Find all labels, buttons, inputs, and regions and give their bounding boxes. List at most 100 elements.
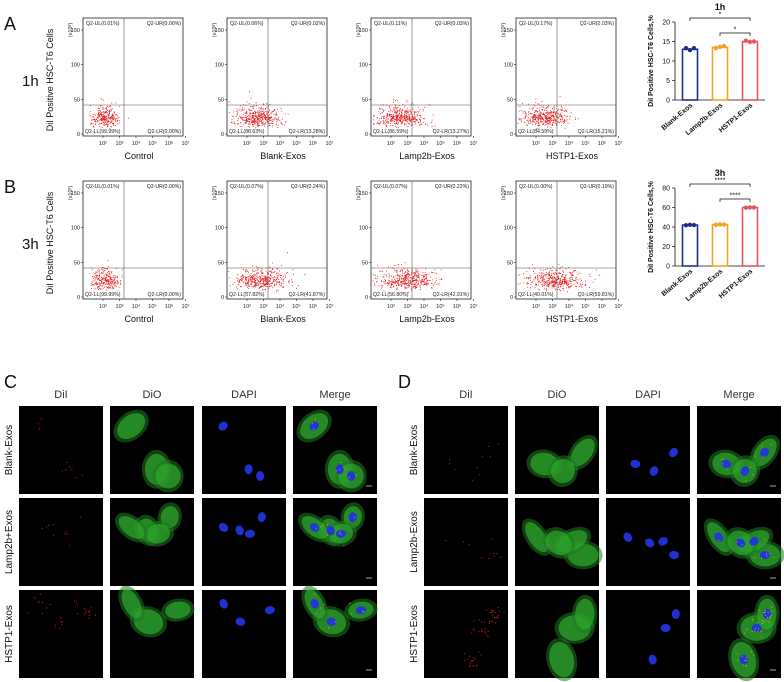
cell-shape [525, 522, 549, 553]
sample-name: HSTP1-Exos [546, 314, 599, 324]
bar [741, 206, 759, 267]
x-tick-label: 10⁴ [420, 140, 429, 147]
cell-shape [570, 438, 595, 467]
significance-label: **** [715, 178, 726, 185]
flow-plot: 150 100 50 0 (x10³) 10² 10³ 10⁴ 10⁵ 10⁶ 10⁷ Q2-UL(0… [501, 17, 623, 161]
x-tick-label: 10⁵ [148, 140, 156, 147]
x-tick-label: 10³ [116, 141, 124, 147]
cell-shape [549, 641, 575, 678]
tile-background [202, 498, 286, 586]
cell-shape [256, 471, 265, 482]
cell-shape [714, 532, 724, 542]
y-tick-label: 0 [77, 132, 80, 138]
quadrant-ur: Q2-UR(0.00%) [147, 21, 182, 27]
data-point [713, 222, 719, 227]
micrograph-tile [606, 590, 690, 678]
cell-shape [218, 421, 228, 431]
y-tick-label: 150 [504, 28, 513, 34]
y-tick-label: 50 [218, 260, 224, 266]
y-tick-label: 0 [221, 132, 224, 138]
x-tick-label: 10⁴ [276, 140, 285, 147]
cell-shape [117, 413, 146, 440]
chart-title: 1h [715, 2, 726, 12]
channel-header: Merge [723, 389, 754, 401]
quadrant-lr: Q2-LR(15.21%) [578, 129, 615, 135]
row-label: HSTP1-Exos [4, 605, 15, 663]
x-tick-label: 10⁷ [469, 140, 477, 147]
cell-shape [739, 654, 748, 665]
quadrant-ul: Q2-UL(0.11%) [374, 21, 407, 27]
quadrant-ur: Q2-UR(0.19%) [580, 184, 615, 190]
significance-bracket [719, 198, 751, 202]
y-tick-label: 150 [359, 28, 368, 34]
y-tick-label: 50 [362, 260, 368, 266]
cell-shape [264, 606, 275, 615]
significance-label: * [719, 12, 722, 19]
bar [711, 223, 729, 267]
quadrant-ur: Q2-UR(0.24%) [291, 184, 326, 190]
y-tick-label: 20 [662, 244, 670, 251]
y-tick-label: 100 [215, 226, 224, 232]
quadrant-ul: Q2-UL(0.00%) [519, 184, 553, 190]
y-tick-label: 40 [662, 225, 670, 232]
flow-y-axis-label: DiI Positive HSC-T6 Cells [45, 28, 55, 131]
y-tick-label: 15 [662, 39, 670, 46]
channel-header: DAPI [231, 389, 257, 401]
x-tick-label: 10⁶ [453, 140, 461, 147]
micrograph-tile [202, 406, 286, 494]
plot-frame [370, 180, 472, 300]
chart-ylabel: DiI Positive HSC-T6 Cells,% [648, 180, 655, 273]
y-tick-label: 150 [215, 28, 224, 34]
x-tick-label: 10² [532, 141, 540, 147]
y-tick-label: 100 [504, 226, 513, 232]
x-tick-label: 10³ [260, 304, 268, 310]
y-exponent-label: (x10³) [501, 186, 507, 201]
tile-background [606, 590, 690, 678]
quadrant-ll: Q2-LL(86.59%) [373, 129, 409, 135]
quadrant-ul: Q2-UL(0.01%) [86, 21, 120, 27]
x-tick-label: 10³ [260, 141, 268, 147]
micrograph-tile [293, 406, 377, 494]
quadrant-lr: Q2-LR(0.00%) [148, 129, 182, 135]
x-tick-label: 10² [243, 141, 251, 147]
x-tick-label: 10⁵ [436, 303, 444, 310]
plot-frame [370, 17, 472, 137]
flow-plot: 150 100 50 0 (x10³) 10² 10³ 10⁴ 10⁵ 10⁶ 10⁷ Q2-UL(0… [212, 180, 334, 324]
x-tick-label: 10⁵ [292, 140, 300, 147]
row-label: Lamp2b-Exos [409, 511, 420, 573]
data-point [691, 45, 697, 51]
quadrant-ul: Q2-UL(0.07%) [230, 184, 264, 190]
flow-plot: 150 100 50 0 (x10³) 10² 10³ 10⁴ 10⁵ 10⁶ 10⁷ Q2-UL(0… [356, 180, 478, 324]
x-tick-label: 10⁵ [581, 303, 589, 310]
quadrant-ul: Q2-UL(0.17%) [519, 21, 553, 27]
y-tick-label: 50 [507, 260, 513, 266]
chart-title: 3h [715, 168, 726, 178]
cell-shape [155, 463, 181, 489]
panel-letter-c: C [4, 372, 17, 392]
microscopy-layer: DiI DiO DAPI Merge Blank-Exos Lamp2b+Exos HSTP… [4, 389, 784, 682]
channel-header: Merge [319, 389, 350, 401]
quadrant-ur: Q2-UR(0.02%) [291, 21, 326, 27]
flow-cytometry-layer: 1h DiI Positive HSC-T6 Cells 150 100 50 0 (x10… [22, 17, 623, 324]
y-tick-label: 150 [359, 191, 368, 197]
cell-shape [630, 459, 641, 468]
x-tick-label: 10⁴ [276, 303, 285, 310]
tile-background [424, 406, 508, 494]
channel-header: DiO [143, 389, 162, 401]
data-point [743, 38, 749, 43]
data-point [751, 39, 757, 44]
sample-name: Lamp2b-Exos [399, 314, 455, 324]
cell-shape [669, 447, 678, 458]
cell-shape [721, 459, 732, 468]
quadrant-ul: Q2-UL(0.07%) [374, 184, 408, 190]
cell-shape [749, 537, 759, 546]
cell-shape [545, 530, 572, 556]
data-point [717, 222, 723, 227]
y-tick-label: 150 [71, 28, 80, 34]
quadrant-ll: Q2-LL(86.63%) [229, 129, 265, 135]
micrograph-tile [606, 406, 690, 494]
row-label: Lamp2b+Exos [4, 510, 15, 574]
quadrant-ll: Q2-LL(56.80%) [373, 292, 409, 298]
sample-name: Blank-Exos [260, 151, 306, 161]
